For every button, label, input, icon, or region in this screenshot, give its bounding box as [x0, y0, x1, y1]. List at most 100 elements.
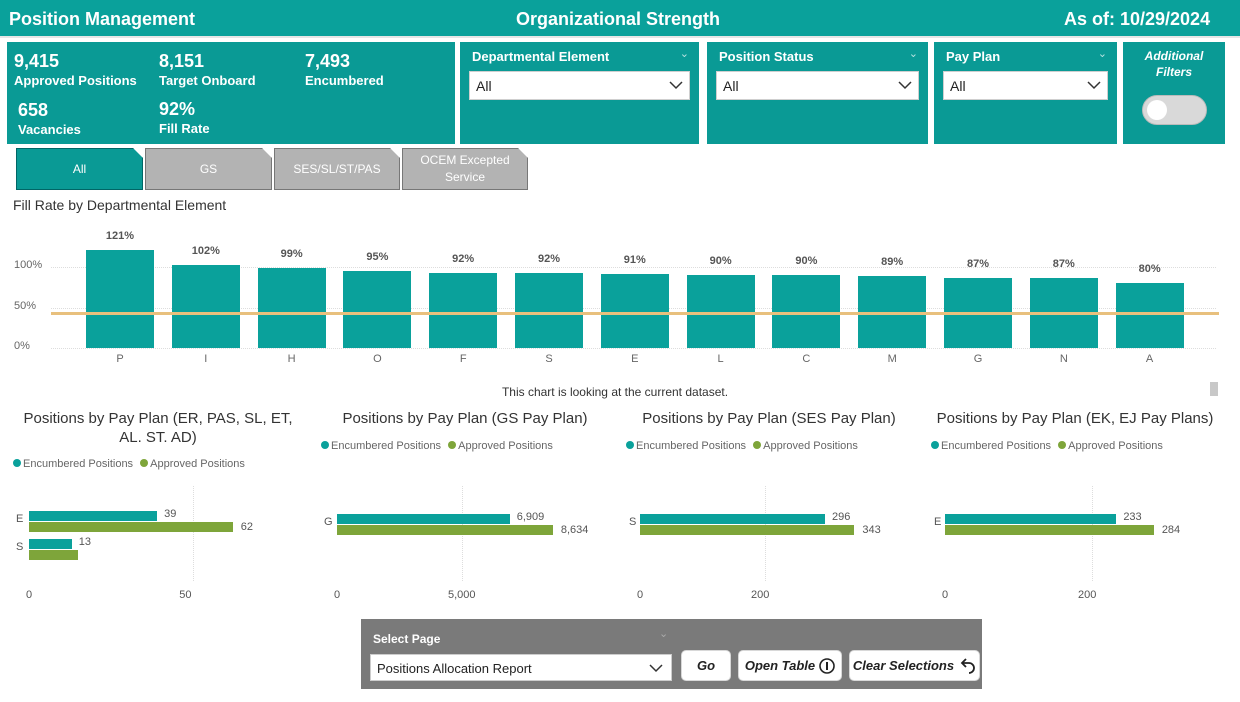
- tab-all[interactable]: All: [16, 148, 143, 190]
- x-tick-label: 0: [334, 589, 341, 601]
- go-button[interactable]: Go: [681, 650, 731, 681]
- bar-value-label: 80%: [1138, 263, 1161, 276]
- fill-rate-chart: Fill Rate by Departmental Element 0% 50% 1…: [7, 191, 1223, 401]
- page-title: Organizational Strength: [516, 9, 721, 29]
- tab-ses[interactable]: SES/SL/ST/PAS: [274, 148, 400, 190]
- bar-approved[interactable]: [640, 525, 855, 535]
- chart-title: Fill Rate by Departmental Element: [13, 197, 227, 213]
- position-status-dropdown[interactable]: All: [716, 71, 919, 100]
- bar-encumbered[interactable]: [337, 514, 510, 524]
- legend-encumbered: Encumbered Positions: [23, 458, 134, 470]
- bar-approved[interactable]: [29, 522, 233, 532]
- bar-encumbered[interactable]: [29, 511, 158, 521]
- bar-F[interactable]: [429, 273, 498, 348]
- legend-encumbered: Encumbered Positions: [331, 440, 442, 452]
- scrollbar[interactable]: [1210, 382, 1218, 396]
- chevron-down-icon: ⌄: [1097, 48, 1107, 60]
- gridline: [193, 486, 195, 581]
- header-bar: Position Management Organizational Stren…: [0, 0, 1240, 38]
- category-label: O: [373, 353, 382, 365]
- departmental-element-dropdown[interactable]: All: [469, 71, 690, 100]
- pay-plan-chart-ses: Positions by Pay Plan (SES Pay Plan) Encu…: [620, 406, 918, 613]
- legend-encumbered: Encumbered Positions: [636, 440, 747, 452]
- category-label: L: [717, 353, 724, 365]
- bar-value-label: 87%: [1052, 257, 1075, 270]
- bar-encumbered[interactable]: [945, 514, 1117, 524]
- additional-filters-panel: Additional Filters: [1123, 42, 1225, 144]
- x-tick-label: 0: [637, 589, 644, 601]
- category-label: S: [16, 541, 24, 553]
- bar-value-label: 91%: [623, 254, 646, 267]
- bar-S[interactable]: [515, 273, 583, 348]
- chevron-down-icon: [669, 81, 683, 90]
- chart-title: Positions by Pay Plan (GS Pay Plan): [342, 410, 588, 427]
- kpi-target-onboard: 8,151 Target Onboard: [159, 51, 256, 88]
- category-label: S: [629, 516, 637, 528]
- x-tick-label: 0: [26, 589, 33, 601]
- y-tick-label: 100%: [14, 259, 43, 271]
- category-label: A: [1145, 353, 1154, 365]
- open-table-button[interactable]: Open Table: [738, 650, 842, 681]
- bar-approved[interactable]: [29, 550, 79, 560]
- bar-O[interactable]: [343, 271, 412, 348]
- bar-E[interactable]: [600, 274, 669, 348]
- bar-H[interactable]: [257, 267, 326, 348]
- x-tick-label: 0: [942, 589, 949, 601]
- chevron-down-icon: [898, 81, 912, 90]
- tab-ocem[interactable]: OCEM Excepted Service: [402, 148, 528, 190]
- category-label: H: [287, 353, 296, 365]
- select-page-dropdown[interactable]: Positions Allocation Report: [370, 654, 672, 681]
- bar-value-label: 6,909: [516, 511, 545, 523]
- category-label: C: [802, 353, 811, 365]
- bar-A[interactable]: [1115, 283, 1184, 348]
- category-label: P: [116, 353, 124, 365]
- bar-C[interactable]: [772, 275, 841, 348]
- x-tick-label: 200: [751, 589, 770, 601]
- pay-plan-chart-er: Positions by Pay Plan (ER, PAS, SL, ET, …: [7, 406, 309, 613]
- chart-title: Positions by Pay Plan (EK, EJ Pay Plans): [936, 410, 1214, 427]
- clear-selections-button[interactable]: Clear Selections: [849, 650, 980, 681]
- kpi-vacancies: 658 Vacancies: [18, 100, 81, 137]
- category-label: N: [1059, 353, 1068, 365]
- kpi-card: 9,415 Approved Positions 8,151 Target Onbo…: [7, 42, 455, 144]
- bar-P[interactable]: [86, 249, 154, 348]
- bar-value-label: 99%: [280, 247, 303, 260]
- kpi-approved: 9,415 Approved Positions: [14, 51, 137, 88]
- bar-value-label: 296: [832, 511, 851, 523]
- select-page-label: Select Page: [373, 632, 441, 646]
- bar-value-label: 89%: [881, 255, 904, 268]
- pay-plan-slicer: Pay Plan ⌄ All: [934, 42, 1117, 144]
- position-status-slicer: Position Status ⌄ All: [707, 42, 928, 144]
- bar-encumbered[interactable]: [640, 514, 825, 524]
- bar-value-label: 284: [1161, 524, 1181, 536]
- bar-value-label: 90%: [795, 255, 818, 268]
- tab-gs[interactable]: GS: [145, 148, 272, 190]
- chart-legend: Encumbered Positions Approved Positions: [931, 440, 1163, 452]
- additional-filters-toggle[interactable]: [1142, 95, 1207, 125]
- category-label: E: [16, 513, 24, 525]
- bar-approved[interactable]: [945, 525, 1154, 535]
- gridline: [51, 348, 1216, 349]
- info-icon: [819, 657, 835, 674]
- bar-L[interactable]: [686, 275, 755, 348]
- kpi-encumbered: 7,493 Encumbered: [305, 51, 384, 88]
- pay-plan-chart-ek: Positions by Pay Plan (EK, EJ Pay Plans)…: [925, 406, 1225, 613]
- category-label: G: [973, 353, 983, 365]
- bar-I[interactable]: [171, 265, 240, 348]
- bar-approved[interactable]: [337, 525, 553, 535]
- chevron-down-icon: ⌄: [908, 48, 918, 60]
- chart-legend: Encumbered Positions Approved Positions: [321, 440, 553, 452]
- legend-encumbered: Encumbered Positions: [941, 440, 1052, 452]
- bar-encumbered[interactable]: [29, 539, 72, 549]
- category-label: S: [545, 353, 553, 365]
- chart-title: Positions by Pay Plan (ER, PAS, SL, ET, …: [23, 410, 293, 446]
- bar-value-label: 92%: [537, 253, 561, 266]
- legend-approved: Approved Positions: [150, 458, 245, 470]
- bar-value-label: 13: [78, 536, 91, 548]
- category-label: I: [204, 353, 208, 365]
- category-label: E: [631, 353, 639, 365]
- pay-plan-dropdown[interactable]: All: [943, 71, 1108, 100]
- departmental-element-label: Departmental Element: [472, 49, 610, 64]
- y-tick-label: 0%: [14, 340, 30, 352]
- legend-approved: Approved Positions: [1068, 440, 1163, 452]
